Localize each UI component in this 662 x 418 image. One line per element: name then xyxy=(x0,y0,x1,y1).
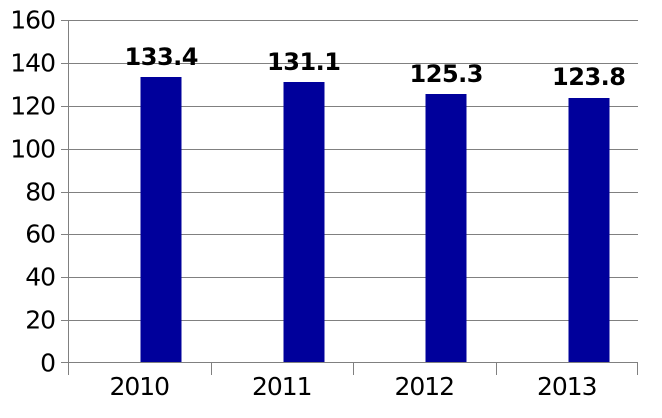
bar xyxy=(283,81,325,363)
y-tick-label: 40 xyxy=(25,262,56,292)
y-axis-tick xyxy=(61,320,68,322)
x-axis-line xyxy=(61,362,638,363)
category-slot: 131.1 xyxy=(211,20,354,363)
y-axis-tick xyxy=(61,191,68,193)
y-axis-tick xyxy=(61,148,68,150)
y-axis-tick xyxy=(61,105,68,107)
y-tick-label: 140 xyxy=(10,48,56,78)
y-axis-tick xyxy=(61,277,68,279)
category-slot: 133.4 xyxy=(68,20,211,363)
x-axis-label: 2012 xyxy=(394,372,455,401)
x-axis-label: 2010 xyxy=(109,372,170,401)
category-slot: 125.3 xyxy=(353,20,496,363)
y-axis-tick xyxy=(61,20,68,21)
x-axis-label: 2011 xyxy=(251,372,313,401)
x-axis-labels: 2010 2011 2012 2013 xyxy=(68,372,638,402)
plot-area: 133.4 131.1 125.3 123.8 xyxy=(61,20,639,375)
y-tick-label: 60 xyxy=(25,219,56,249)
gridline xyxy=(68,20,638,21)
category-slot: 123.8 xyxy=(496,20,639,363)
bar-value-label: 131.1 xyxy=(267,47,341,76)
y-axis-line xyxy=(68,20,69,375)
bar xyxy=(568,97,610,363)
gridline xyxy=(68,62,638,64)
bar-value-label: 125.3 xyxy=(409,60,484,88)
gridline xyxy=(68,320,638,322)
y-axis-tick xyxy=(61,62,68,64)
gridline xyxy=(68,234,638,236)
y-tick-label: 20 xyxy=(25,305,56,335)
bar xyxy=(425,94,467,363)
x-axis-tick xyxy=(637,363,638,375)
gridline xyxy=(68,105,638,107)
y-axis-labels: 0 20 40 60 80 100 120 140 160 xyxy=(0,8,56,376)
x-axis-label: 2013 xyxy=(536,372,598,401)
y-tick-label: 0 xyxy=(40,348,56,378)
y-tick-label: 120 xyxy=(10,91,56,121)
gridline xyxy=(68,191,638,193)
y-tick-label: 80 xyxy=(25,177,56,206)
gridline xyxy=(68,148,638,150)
x-axis-tick xyxy=(353,363,354,375)
bar-value-label: 133.4 xyxy=(124,42,199,71)
gridline xyxy=(68,277,638,279)
bar xyxy=(140,77,182,363)
x-axis-tick xyxy=(210,363,212,375)
bar-value-label: 123.8 xyxy=(552,63,626,92)
y-axis-tick xyxy=(61,234,68,236)
y-tick-label: 160 xyxy=(10,5,56,35)
x-axis-tick xyxy=(495,363,497,375)
y-tick-label: 100 xyxy=(10,134,56,164)
